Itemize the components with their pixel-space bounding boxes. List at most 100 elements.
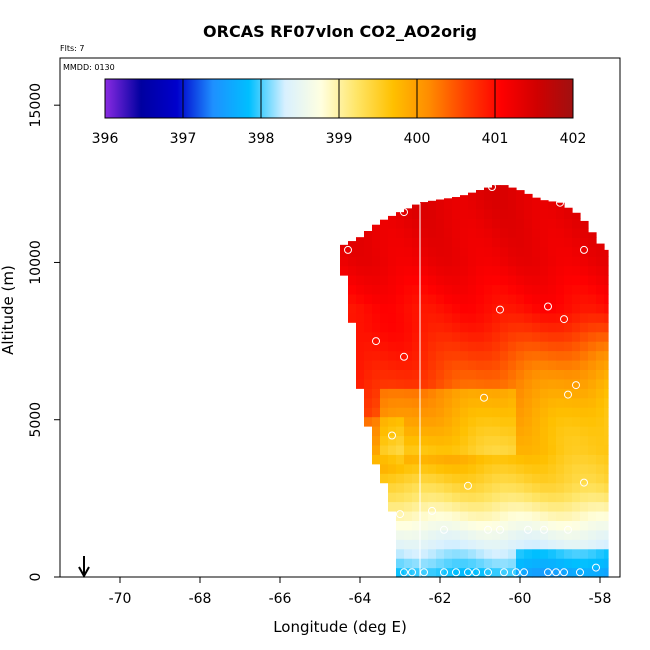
- heatmap-cell: [572, 369, 581, 380]
- heatmap-cell: [484, 331, 493, 342]
- heatmap-cell: [540, 359, 549, 370]
- heatmap-cell: [388, 435, 397, 446]
- heatmap-cell: [444, 331, 453, 342]
- heatmap-cell: [492, 520, 501, 531]
- y-tick-label: 10000: [28, 240, 44, 285]
- heatmap-cell: [452, 482, 461, 493]
- x-tick-label: -64: [349, 591, 372, 607]
- heatmap-cell: [500, 218, 509, 229]
- heatmap-cell: [420, 275, 429, 286]
- heatmap-cell: [444, 529, 453, 540]
- heatmap-cell: [468, 256, 477, 267]
- heatmap-cell: [548, 407, 557, 418]
- heatmap-cell: [500, 208, 509, 220]
- x-tick-label: -60: [509, 591, 532, 607]
- heatmap-cell: [420, 303, 429, 314]
- heatmap-cell: [412, 558, 421, 569]
- heatmap-cell: [444, 539, 453, 550]
- heatmap-cell: [524, 482, 533, 493]
- heatmap-cell: [572, 539, 581, 550]
- heatmap-cell: [580, 284, 589, 295]
- heatmap-cell: [556, 435, 565, 446]
- heatmap-cell: [468, 520, 477, 531]
- heatmap-cell: [420, 548, 429, 559]
- heatmap-cell: [420, 369, 429, 380]
- heatmap-cell: [420, 463, 429, 474]
- heatmap-cell: [556, 256, 565, 267]
- heatmap-cell: [564, 492, 573, 503]
- heatmap-cell: [516, 227, 525, 238]
- heatmap-cell: [452, 520, 461, 531]
- heatmap-cell: [484, 444, 493, 455]
- heatmap-cell: [548, 529, 557, 540]
- heatmap-cell: [444, 378, 453, 389]
- heatmap-cell: [516, 246, 525, 257]
- heatmap-cell: [548, 218, 557, 229]
- heatmap-cell: [564, 322, 573, 333]
- heatmap-cell: [436, 426, 445, 437]
- heatmap-cell: [428, 529, 437, 540]
- heatmap-cell: [532, 218, 541, 229]
- heatmap-cell: [476, 284, 485, 295]
- heatmap-cell: [572, 510, 581, 521]
- heatmap-cell: [500, 275, 509, 286]
- heatmap-cell: [548, 201, 557, 210]
- heatmap-cell: [580, 407, 589, 418]
- heatmap-cell: [548, 492, 557, 503]
- heatmap-cell: [396, 237, 405, 248]
- heatmap-cell: [524, 454, 533, 465]
- heatmap-cell: [492, 284, 501, 295]
- heatmap-cell: [364, 265, 373, 276]
- heatmap-cell: [404, 520, 413, 531]
- heatmap-cell: [444, 246, 453, 257]
- heatmap-cell: [580, 378, 589, 389]
- heatmap-cell: [492, 218, 501, 229]
- heatmap-cell: [460, 359, 469, 370]
- heatmap-cell: [596, 444, 605, 455]
- heatmap-cell: [404, 369, 413, 380]
- heatmap-cell: [364, 231, 373, 238]
- heatmap-cell: [396, 322, 405, 333]
- heatmap-cell: [404, 341, 413, 352]
- heatmap-cell: [556, 388, 565, 399]
- heatmap-cell: [540, 200, 549, 210]
- heatmap-cell: [356, 359, 365, 370]
- heatmap-cell: [556, 227, 565, 238]
- heatmap-cell: [500, 397, 509, 408]
- heatmap-cell: [452, 501, 461, 512]
- heatmap-cell: [540, 435, 549, 446]
- heatmap-cell: [444, 369, 453, 380]
- heatmap-cell: [596, 312, 605, 323]
- heatmap-cell: [524, 284, 533, 295]
- heatmap-cell: [428, 426, 437, 437]
- heatmap-cell: [596, 407, 605, 418]
- heatmap-cell: [556, 378, 565, 389]
- heatmap-cell: [516, 463, 525, 474]
- heatmap-cell: [516, 492, 525, 503]
- sample-point: [560, 568, 568, 577]
- heatmap-cell: [604, 256, 609, 267]
- heatmap-cell: [580, 529, 589, 540]
- heatmap-cell: [380, 444, 389, 455]
- heatmap-cell: [524, 501, 533, 512]
- heatmap-cell: [476, 369, 485, 380]
- heatmap-cell: [388, 378, 397, 389]
- heatmap-cell: [436, 510, 445, 521]
- heatmap-cell: [468, 407, 477, 418]
- heatmap-cell: [444, 444, 453, 455]
- heatmap-cell: [548, 303, 557, 314]
- heatmap-cell: [516, 293, 525, 304]
- heatmap-cell: [532, 510, 541, 521]
- heatmap-cell: [532, 246, 541, 257]
- heatmap-cell: [540, 473, 549, 484]
- heatmap-cell: [580, 312, 589, 323]
- heatmap-cell: [580, 558, 589, 569]
- heatmap-cell: [452, 539, 461, 550]
- heatmap-cell: [364, 388, 373, 399]
- heatmap-cell: [564, 331, 573, 342]
- heatmap-cell: [356, 331, 365, 342]
- heatmap-cell: [388, 275, 397, 286]
- heatmap-cell: [412, 463, 421, 474]
- heatmap-cell: [604, 350, 609, 361]
- heatmap-cell: [412, 416, 421, 427]
